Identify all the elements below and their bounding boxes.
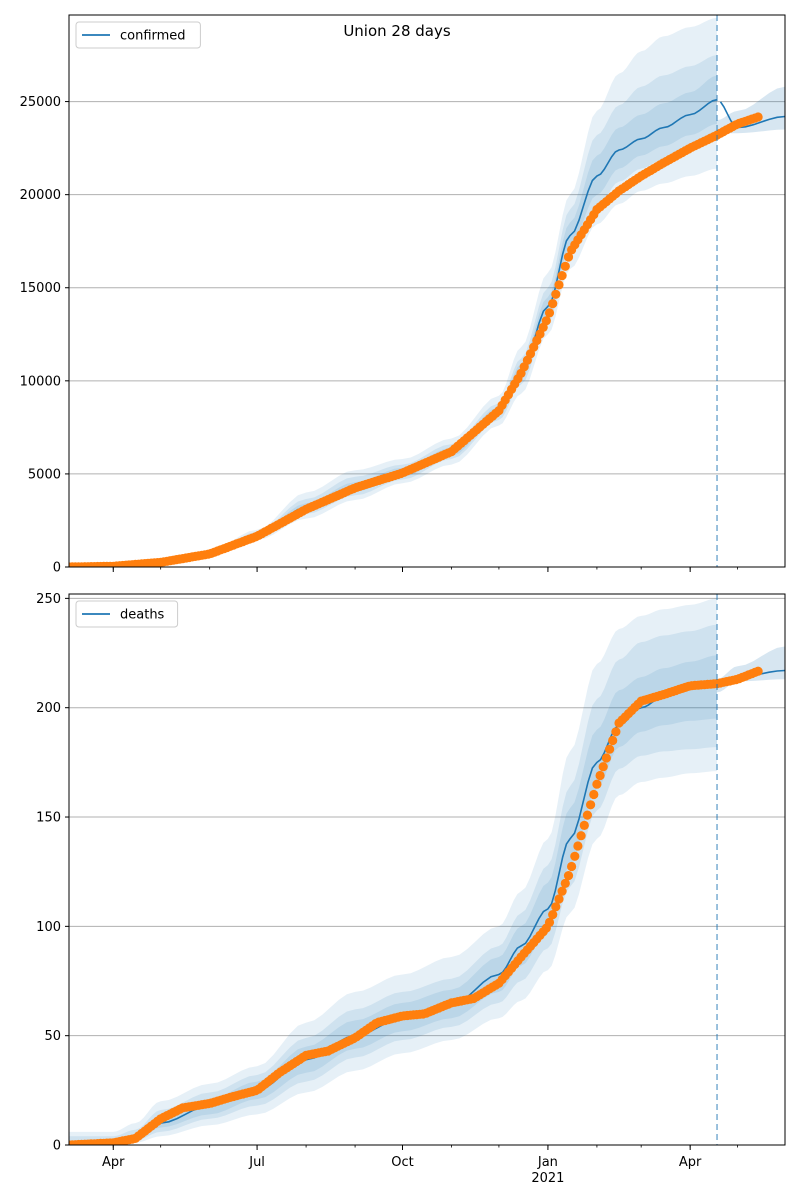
observed-point (544, 917, 555, 928)
observed-point (570, 851, 580, 861)
observed-point (563, 871, 574, 881)
observed-point (557, 271, 567, 281)
y-tick-label: 15000 (20, 281, 61, 296)
observed-point (611, 727, 621, 737)
x-tick-label: Apr (102, 1155, 125, 1170)
x-tick-sublabel: 2021 (531, 1171, 564, 1186)
observed-point (753, 112, 763, 122)
observed-point (554, 894, 564, 904)
observed-point (551, 902, 561, 912)
legend-box (75, 21, 201, 49)
observed-point (567, 861, 577, 872)
y-tick-label: 25000 (20, 95, 61, 110)
legend-label: confirmed (120, 29, 186, 44)
axes-frame (68, 14, 786, 568)
observed-point (582, 810, 593, 820)
legend-box (75, 600, 179, 628)
observed-points (69, 112, 763, 567)
observed-point (595, 770, 605, 781)
observed-point (548, 299, 558, 309)
uncertainty-band-3 (69, 655, 717, 1145)
observed-point (560, 878, 570, 889)
y-tick-label: 5000 (28, 467, 61, 482)
observed-point (541, 316, 551, 326)
observed-point (579, 820, 589, 831)
x-tick-label: Jul (248, 1155, 265, 1170)
y-tick-label: 0 (53, 561, 61, 576)
uncertainty-band-1 (69, 17, 717, 567)
observed-point (544, 308, 555, 318)
observed-point (548, 910, 558, 920)
observed-point (592, 779, 602, 789)
observed-point (557, 886, 567, 896)
observed-points (69, 666, 763, 1145)
y-tick-label: 200 (36, 701, 61, 716)
x-tick-label: Oct (391, 1155, 413, 1170)
observed-point (551, 289, 561, 299)
plot-area (69, 17, 785, 567)
observed-point (605, 744, 615, 754)
axes-frame (68, 593, 786, 1146)
uncertainty-band-1 (69, 598, 717, 1145)
y-tick-label: 0 (53, 1139, 61, 1154)
observed-point (563, 252, 574, 262)
observed-point (573, 841, 583, 851)
observed-point (586, 800, 596, 810)
observed-point (598, 762, 608, 772)
observed-point (576, 831, 586, 841)
x-tick-label: Jan (537, 1155, 558, 1170)
uncertainty-band-3 (69, 75, 717, 567)
y-tick-label: 20000 (20, 188, 61, 203)
plot-area (69, 598, 785, 1145)
observed-point (601, 753, 612, 763)
y-tick-label: 50 (44, 1029, 61, 1044)
observed-point (589, 789, 599, 800)
observed-point (608, 735, 618, 746)
uncertainty-band-2 (69, 55, 717, 567)
observed-point (554, 280, 564, 290)
legend: confirmed (75, 21, 201, 49)
y-tick-label: 250 (36, 592, 61, 607)
y-tick-label: 10000 (20, 374, 61, 389)
legend-label: deaths (120, 608, 165, 623)
x-tick-label: Apr (679, 1155, 702, 1170)
figure-title: Union 28 days (343, 22, 451, 40)
y-tick-label: 150 (36, 811, 61, 826)
y-tick-label: 100 (36, 920, 61, 935)
legend: deaths (75, 600, 179, 628)
observed-point (560, 261, 570, 271)
confirmed-panel: 0 5000 10000 15000 20000 25000 confirmed (20, 14, 786, 576)
uncertainty-band-2 (69, 624, 717, 1145)
observed-point (753, 666, 763, 676)
